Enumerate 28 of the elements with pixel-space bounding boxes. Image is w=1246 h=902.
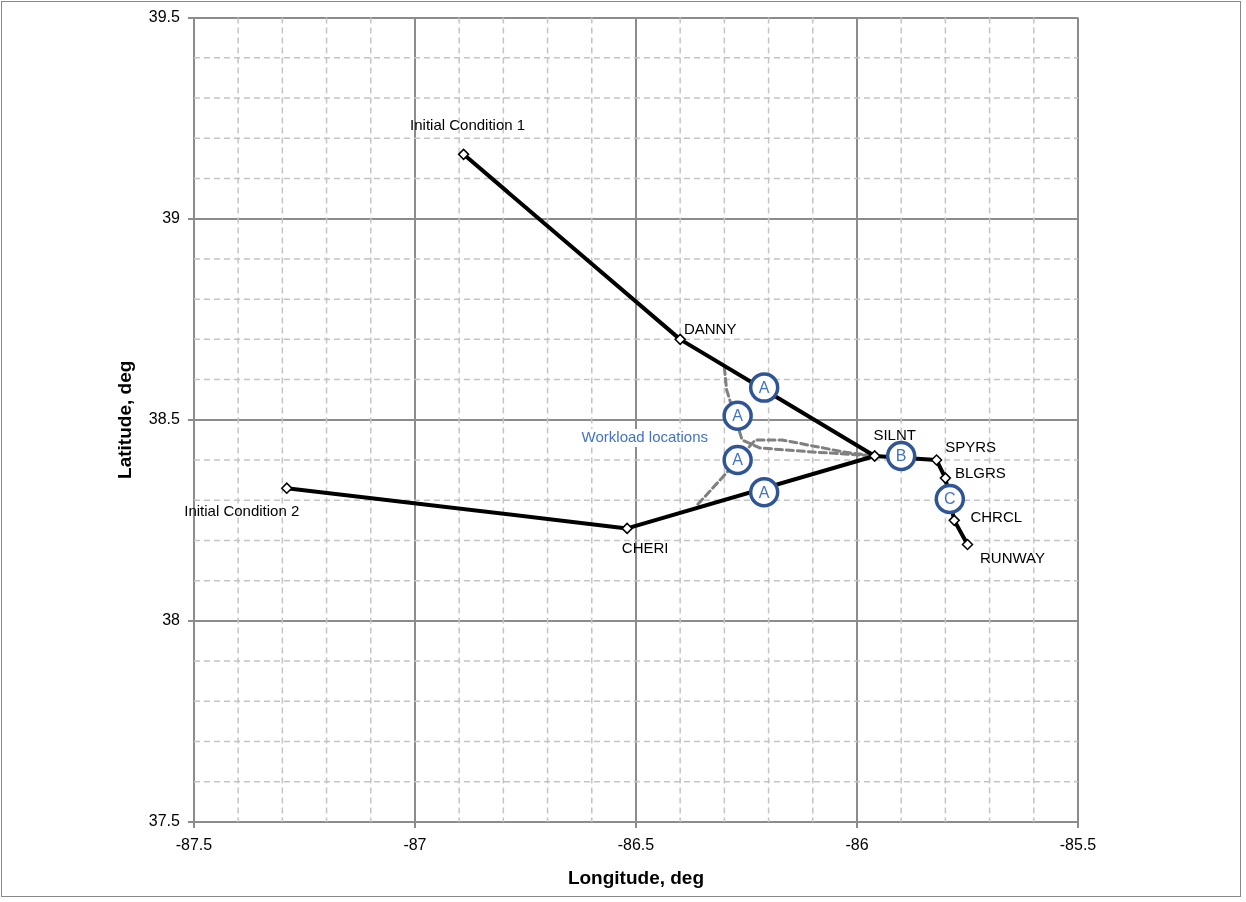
x-axis-title: Longitude, deg [567,866,705,888]
y-tick-label: 38.5 [148,410,181,428]
y-tick-label: 38 [162,611,181,629]
x-tick-label: -87.5 [175,836,213,854]
annotation: BLGRS [954,464,1006,482]
x-tick-label: -86.5 [617,836,655,854]
annotation: Initial Condition 2 [184,502,300,520]
y-axis-title: Latitude, deg [113,360,135,479]
annotation: RUNWAY [979,548,1045,566]
x-tick-label: -85.5 [1059,836,1097,854]
annotation: SILNT [873,426,916,444]
y-tick-label: 37.5 [148,812,181,830]
y-tick-label: 39.5 [148,8,181,26]
x-tick-label: -87 [403,836,427,854]
annotation: A [758,379,770,397]
annotation: A [732,451,744,469]
annotation: DANNY [683,319,737,337]
annotation: CHERI [621,538,669,556]
annotation: CHRCL [970,508,1023,526]
x-tick-label: -86 [845,836,869,854]
y-tick-label: 39 [162,209,181,227]
annotation: Workload locations [581,428,709,446]
annotation: Initial Condition 1 [410,116,526,134]
annotation: A [758,483,770,501]
annotation: C [944,490,956,508]
annotation: A [732,407,744,425]
annotation: B [895,447,907,465]
annotation: SPYRS [945,438,996,456]
